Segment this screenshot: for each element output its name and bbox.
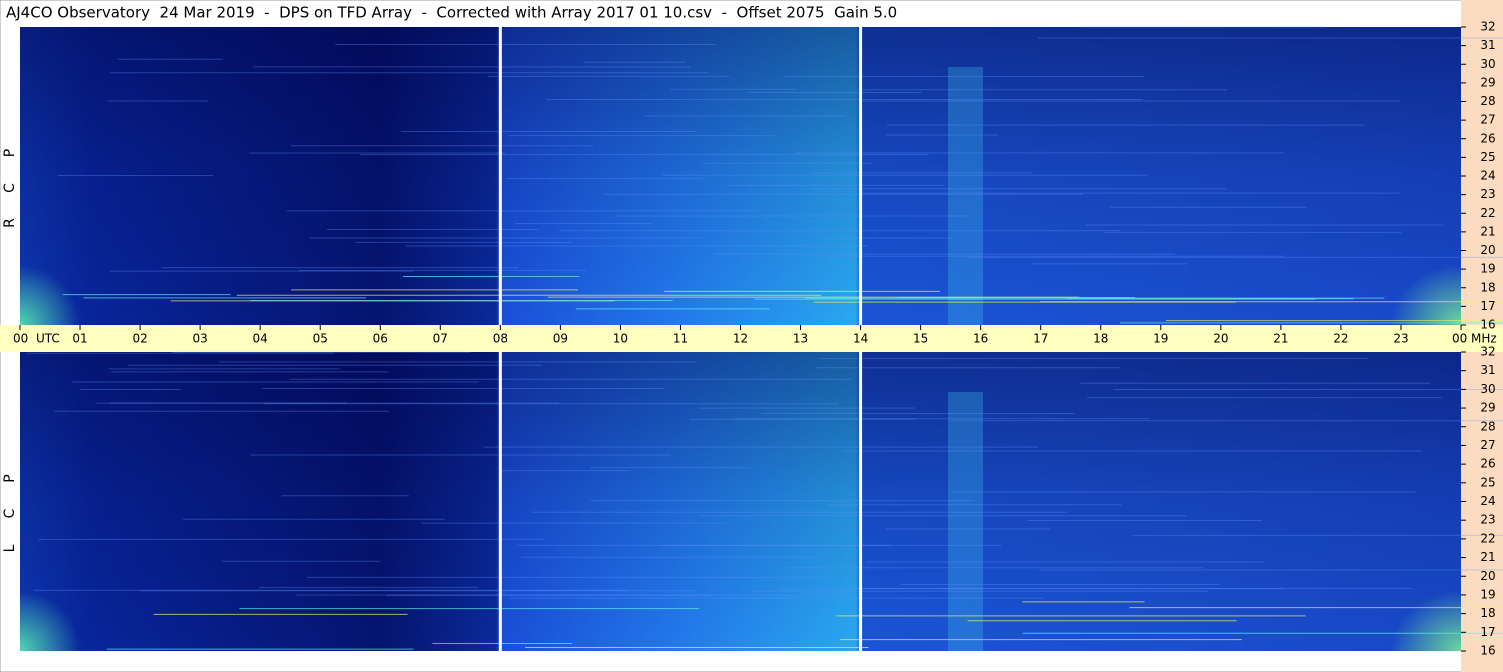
time-tick-label: 09 bbox=[553, 332, 568, 346]
time-tick-label: 07 bbox=[433, 332, 448, 346]
time-tick-label: 00 bbox=[13, 332, 28, 346]
polarization-label: R bbox=[2, 218, 18, 228]
freq-tick-label: 25 bbox=[1480, 475, 1495, 489]
time-tick-label: 06 bbox=[373, 332, 388, 346]
time-tick-label: 10 bbox=[613, 332, 628, 346]
freq-tick-label: 20 bbox=[1480, 243, 1495, 257]
time-tick-label: 11 bbox=[673, 332, 688, 346]
time-tick-label: 01 bbox=[72, 332, 87, 346]
time-tick-label: 19 bbox=[1153, 332, 1168, 346]
time-tick-label: 14 bbox=[853, 332, 868, 346]
time-tick-label: 23 bbox=[1393, 332, 1408, 346]
freq-tick-label: 23 bbox=[1480, 187, 1495, 201]
freq-tick-label: 18 bbox=[1480, 606, 1495, 620]
freq-tick-label: 20 bbox=[1480, 569, 1495, 583]
band bbox=[948, 392, 983, 651]
time-tick-label: 13 bbox=[793, 332, 808, 346]
freq-tick-label: 30 bbox=[1480, 382, 1495, 396]
time-tick-label: 22 bbox=[1333, 332, 1348, 346]
time-tick-label: 05 bbox=[313, 332, 328, 346]
freq-tick-label: 22 bbox=[1480, 206, 1495, 220]
band bbox=[948, 67, 983, 325]
freq-tick-label: 24 bbox=[1480, 494, 1495, 508]
freq-unit: MHz bbox=[1471, 332, 1497, 346]
freq-tick-label: 27 bbox=[1480, 113, 1495, 127]
time-tick-label: 15 bbox=[913, 332, 928, 346]
polarization-label: P bbox=[2, 149, 18, 157]
time-axis-bg bbox=[0, 325, 1503, 352]
freq-tick-label: 27 bbox=[1480, 438, 1495, 452]
time-tick-label: 12 bbox=[733, 332, 748, 346]
glow bbox=[1391, 265, 1461, 325]
freq-tick-label: 19 bbox=[1480, 587, 1495, 601]
freq-tick-label: 28 bbox=[1480, 94, 1495, 108]
freq-tick-label: 32 bbox=[1480, 20, 1495, 34]
freq-tick-label: 17 bbox=[1480, 299, 1495, 313]
freq-tick-label: 26 bbox=[1480, 457, 1495, 471]
time-tick-label: 04 bbox=[253, 332, 268, 346]
time-tick-label: 21 bbox=[1273, 332, 1288, 346]
freq-tick-label: 30 bbox=[1480, 57, 1495, 71]
freq-tick-label: 23 bbox=[1480, 513, 1495, 527]
freq-tick-label: 19 bbox=[1480, 262, 1495, 276]
freq-tick-label: 31 bbox=[1480, 38, 1495, 52]
time-tick-label: 02 bbox=[132, 332, 147, 346]
time-unit: UTC bbox=[36, 332, 60, 346]
glow bbox=[1391, 591, 1461, 651]
freq-tick-label: 21 bbox=[1480, 550, 1495, 564]
time-tick-label: 20 bbox=[1213, 332, 1228, 346]
title: AJ4CO Observatory 24 Mar 2019 - DPS on T… bbox=[6, 4, 897, 22]
freq-tick-label: 16 bbox=[1480, 644, 1495, 658]
freq-tick-label: 32 bbox=[1480, 345, 1495, 359]
shade bbox=[20, 27, 1461, 325]
polarization-label: L bbox=[2, 544, 18, 552]
freq-tick-label: 29 bbox=[1480, 401, 1495, 415]
shade bbox=[20, 352, 1461, 651]
polarization-label: P bbox=[2, 474, 18, 482]
freq-tick-label: 21 bbox=[1480, 224, 1495, 238]
freq-tick-label: 16 bbox=[1480, 318, 1495, 332]
time-tick-label: 08 bbox=[493, 332, 508, 346]
time-tick-label: 00 bbox=[1452, 332, 1467, 346]
glow bbox=[20, 591, 80, 651]
polarization-label: C bbox=[2, 508, 18, 518]
freq-tick-label: 29 bbox=[1480, 75, 1495, 89]
freq-tick-label: 28 bbox=[1480, 419, 1495, 433]
time-tick-label: 17 bbox=[1033, 332, 1048, 346]
freq-tick-label: 24 bbox=[1480, 169, 1495, 183]
time-tick-label: 16 bbox=[973, 332, 988, 346]
freq-tick-label: 26 bbox=[1480, 131, 1495, 145]
freq-tick-label: 17 bbox=[1480, 625, 1495, 639]
freq-tick-label: 18 bbox=[1480, 280, 1495, 294]
polarization-label: C bbox=[2, 183, 18, 193]
time-tick-label: 18 bbox=[1093, 332, 1108, 346]
freq-tick-label: 25 bbox=[1480, 150, 1495, 164]
freq-tick-label: 31 bbox=[1480, 363, 1495, 377]
time-tick-label: 03 bbox=[192, 332, 207, 346]
freq-tick-label: 22 bbox=[1480, 531, 1495, 545]
